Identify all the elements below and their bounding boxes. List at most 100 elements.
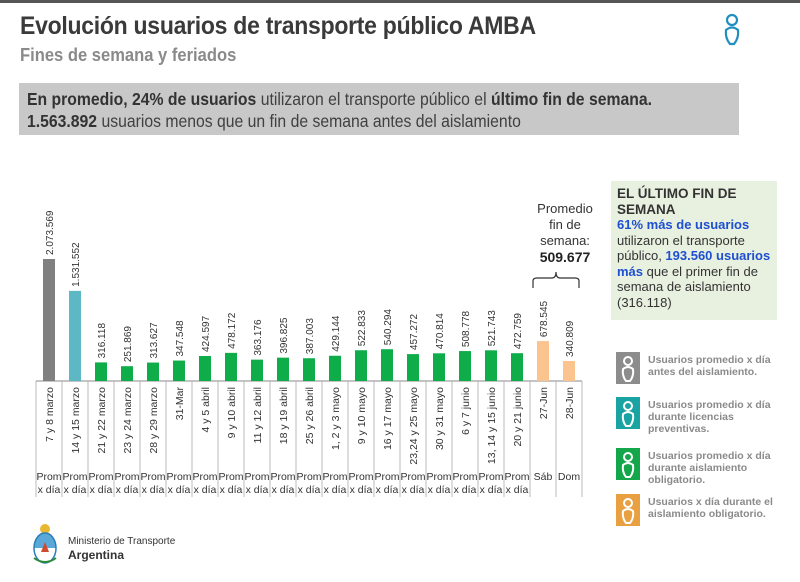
footer-label: x día — [272, 484, 295, 496]
category-label: 11 y 12 abril — [252, 387, 264, 443]
bar — [225, 352, 237, 381]
last-weekend-callout: EL ÚLTIMO FIN DE SEMANA 61% más de usuar… — [611, 181, 777, 320]
bar — [43, 259, 55, 381]
category-label: 1, 2 y 3 mayo — [330, 387, 342, 450]
category-label: 28 y 29 marzo — [148, 387, 160, 454]
footer-label: x día — [220, 484, 243, 496]
footer-label: Prom — [140, 471, 165, 483]
category-label: 16 y 17 mayo — [382, 387, 394, 450]
value-label: 2.073.569 — [45, 210, 56, 255]
footer-label: x día — [402, 484, 425, 496]
legend-item-aislamiento: Usuarios promedio x día durante aislamie… — [616, 448, 786, 486]
footer-label: x día — [298, 484, 321, 496]
footer-label: x día — [454, 484, 477, 496]
person-icon — [724, 13, 740, 46]
footer-label: Prom — [166, 471, 191, 483]
annotation-value: 509.677 — [539, 249, 591, 265]
bar — [121, 366, 133, 381]
footer-label: Sáb — [534, 471, 553, 483]
country-name: Argentina — [68, 548, 125, 562]
value-label: 363.176 — [253, 319, 264, 356]
footer-label: Prom — [452, 471, 477, 483]
footer-label: Prom — [62, 471, 87, 483]
category-label: 30 y 31 mayo — [434, 387, 446, 450]
person-icon — [616, 448, 640, 480]
footer-label: Prom — [88, 471, 113, 483]
value-label: 387.003 — [305, 318, 316, 355]
bar — [537, 341, 549, 381]
value-label: 340.809 — [565, 320, 576, 357]
person-icon — [616, 352, 640, 384]
footer-label: x día — [480, 484, 503, 496]
legend-item-licencias: Usuarios promedio x día durante licencia… — [616, 397, 786, 435]
category-label: 6 y 7 junio — [460, 387, 472, 435]
bar — [563, 360, 575, 381]
footer-label: x día — [324, 484, 347, 496]
bar — [485, 350, 497, 381]
category-label: 9 y 10 abril — [226, 387, 238, 438]
callout-text-2: que el primer fin de semana de aislamien… — [617, 263, 758, 310]
bar — [199, 356, 211, 381]
coat-of-arms-logo — [33, 524, 57, 564]
category-label: 9 y 10 mayo — [356, 387, 368, 444]
person-icon — [616, 397, 640, 429]
category-label: 7 y 8 marzo — [44, 387, 56, 442]
footer-label: x día — [194, 484, 217, 496]
footer-label: Prom — [192, 471, 217, 483]
footer-label: x día — [350, 484, 373, 496]
callout-text-1: utilizaron el transporte público, — [617, 232, 745, 264]
value-label: 472.759 — [513, 313, 524, 350]
footer-label: Prom — [36, 471, 61, 483]
page-title: Evolución usuarios de transporte público… — [20, 12, 536, 40]
legend-item-ultimo: Usuarios x día durante el aislamiento ob… — [616, 494, 786, 530]
ministry-name: Ministerio de Transporte — [68, 536, 176, 547]
bar — [173, 360, 185, 381]
legend-label: Usuarios promedio x día durante aislamie… — [648, 450, 771, 486]
person-icon — [616, 494, 640, 526]
value-label: 1.531.552 — [71, 242, 82, 287]
bar — [303, 358, 315, 381]
footer-label: Prom — [426, 471, 451, 483]
footer-label: x día — [38, 484, 61, 496]
footer-label: Prom — [374, 471, 399, 483]
bar — [459, 351, 471, 381]
footer-label: Prom — [400, 471, 425, 483]
summary-text: En promedio, 24% de usuarios utilizaron … — [27, 88, 675, 132]
callout-highlight-1: 61% más de usuarios — [617, 217, 750, 232]
bar — [355, 350, 367, 381]
footer-label: x día — [116, 484, 139, 496]
value-label: 678.545 — [539, 300, 550, 337]
summary-highlight-1: En promedio, 24% de usuarios — [27, 89, 257, 109]
value-label: 470.814 — [435, 313, 446, 350]
footer-label: Prom — [322, 471, 347, 483]
value-label: 540.294 — [383, 309, 394, 346]
page-subtitle: Fines de semana y feriados — [20, 45, 237, 65]
bar — [407, 354, 419, 381]
value-label: 522.833 — [357, 310, 368, 347]
footer-label: x día — [246, 484, 269, 496]
bar — [147, 362, 159, 381]
category-label: 4 y 5 abril — [200, 387, 212, 433]
footer-label: Prom — [244, 471, 269, 483]
bar — [95, 362, 107, 381]
category-label: 31-Mar — [174, 387, 186, 421]
legend-label: Usuarios promedio x día durante licencia… — [648, 399, 771, 435]
footer-label: x día — [506, 484, 529, 496]
category-label: 23,24 y 25 mayo — [408, 387, 420, 465]
value-label: 478.172 — [227, 312, 238, 349]
summary-banner: En promedio, 24% de usuarios utilizaron … — [19, 83, 739, 135]
bar — [251, 359, 263, 381]
category-label: 27-Jun — [538, 387, 550, 419]
callout-highlight-2: 193.560 usuarios más — [617, 248, 771, 279]
footer-label: Prom — [218, 471, 243, 483]
footer-label: Prom — [114, 471, 139, 483]
footer-label: Dom — [558, 471, 580, 483]
value-label: 347.548 — [175, 320, 186, 357]
bar — [277, 357, 289, 381]
footer-label: Prom — [504, 471, 529, 483]
category-label: 18 y 19 abril — [278, 387, 290, 444]
footer-label: x día — [376, 484, 399, 496]
annotation-line-3: semana: — [540, 233, 590, 248]
footer-label: x día — [90, 484, 113, 496]
